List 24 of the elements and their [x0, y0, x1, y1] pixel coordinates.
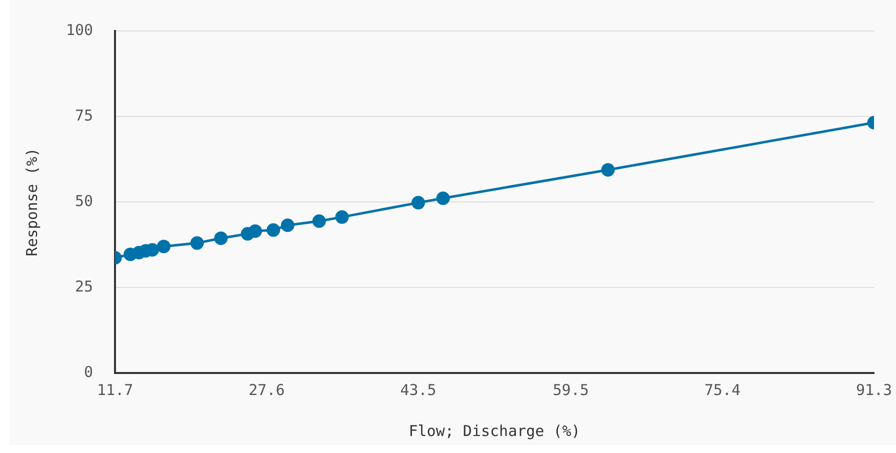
point: [601, 163, 615, 177]
point: [436, 191, 450, 205]
x-tick-label: 59.5: [552, 380, 589, 399]
point: [412, 196, 426, 210]
point: [280, 218, 294, 232]
point: [312, 214, 326, 228]
x-tick-label: 75.4: [704, 380, 740, 399]
x-tick-label: 43.5: [400, 380, 436, 399]
x-tick-label: 11.7: [97, 380, 134, 399]
x-tick-label: 27.6: [248, 380, 285, 399]
point: [248, 224, 262, 238]
y-tick-label: 75: [75, 106, 94, 124]
y-tick-label: 25: [75, 277, 94, 296]
point: [156, 240, 170, 254]
y-axis-title: Response (%): [22, 148, 41, 256]
x-tick-label: 91.3: [856, 380, 892, 399]
point: [335, 210, 349, 224]
x-axis-title: Flow; Discharge (%): [408, 422, 580, 440]
point: [214, 232, 228, 245]
point: [266, 223, 280, 237]
y-tick-label: 0: [84, 362, 94, 381]
y-tick-label: 100: [66, 20, 94, 39]
point: [190, 236, 204, 250]
y-tick-label: 50: [75, 192, 94, 210]
